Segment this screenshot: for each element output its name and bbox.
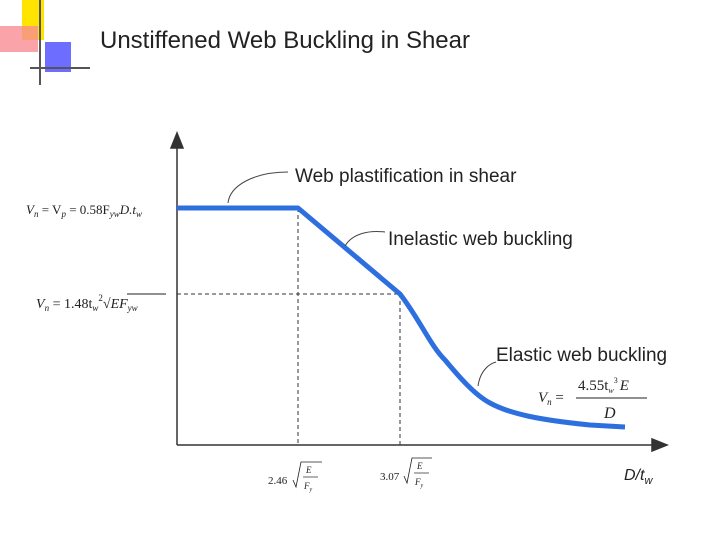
annotation: Inelastic web buckling: [388, 229, 573, 250]
text-part: y: [420, 483, 424, 489]
text-part: √: [103, 297, 111, 312]
x-tick-0: 2.46 E Fy: [268, 461, 322, 493]
text-part: 4.55t: [578, 378, 609, 394]
formula-elastic-denominator: D: [603, 405, 616, 422]
tick-numerator: E: [305, 465, 312, 475]
text-part: F: [414, 477, 421, 487]
leaders: [227, 171, 497, 387]
leader: [227, 171, 289, 204]
text-part: = 1.48t: [49, 297, 92, 312]
text-part: yw: [127, 303, 138, 313]
text-part: n: [547, 397, 552, 407]
text-part: F: [303, 481, 310, 491]
text-part: y: [309, 487, 313, 493]
formula-plastic: Vn = Vp = 0.58FywD.tw: [26, 202, 142, 219]
text-part: p: [60, 209, 66, 219]
text-part: D/t: [624, 467, 645, 484]
text-part: w: [92, 303, 98, 313]
text-part: 2: [98, 293, 103, 303]
leader: [344, 231, 386, 247]
leader: [477, 361, 497, 387]
shear-curve: [177, 205, 626, 430]
tick-denominator: Fy: [303, 481, 313, 493]
axes: [169, 130, 670, 453]
formula-inelastic: Vn = 1.48tw2√EFyw: [36, 293, 138, 313]
text-part: V: [36, 297, 46, 312]
y-arrow: [169, 130, 185, 149]
radical: [403, 457, 432, 485]
formula-elastic-numerator: 4.55tw3 E: [578, 376, 629, 395]
tick-denominator: Fy: [414, 477, 424, 489]
text-part: EF: [110, 297, 129, 312]
text-part: = 0.58F: [66, 202, 110, 217]
text-part: w: [136, 209, 142, 219]
text-part: V: [26, 202, 36, 217]
tick-coefficient: 2.46: [268, 475, 288, 487]
title: Unstiffened Web Buckling in Shear: [100, 27, 470, 54]
axis-label: D/tw: [624, 467, 653, 487]
deco-red: [0, 26, 38, 52]
text-part: V: [538, 390, 549, 406]
text-part: = V: [38, 202, 62, 217]
text-part: w: [644, 475, 653, 487]
radical: [292, 461, 322, 489]
guides: [177, 208, 401, 445]
text-part: yw: [109, 209, 120, 219]
text-part: D.t: [119, 202, 137, 217]
annotation: Web plastification in shear: [295, 166, 517, 187]
text-part: n: [45, 303, 50, 313]
x-arrow: [651, 437, 670, 453]
formula-elastic-left: Vn =: [538, 390, 564, 407]
text-part: n: [34, 209, 39, 219]
decoration: [0, 0, 90, 85]
text-part: =: [552, 390, 564, 406]
text-part: w: [608, 386, 614, 395]
x-tick-1: 3.07 E Fy: [380, 457, 432, 489]
text-part: E: [619, 378, 629, 394]
tick-coefficient: 3.07: [380, 471, 400, 483]
text-part: 3: [614, 376, 618, 385]
tick-numerator: E: [416, 461, 423, 471]
annotation: Elastic web buckling: [496, 345, 667, 366]
